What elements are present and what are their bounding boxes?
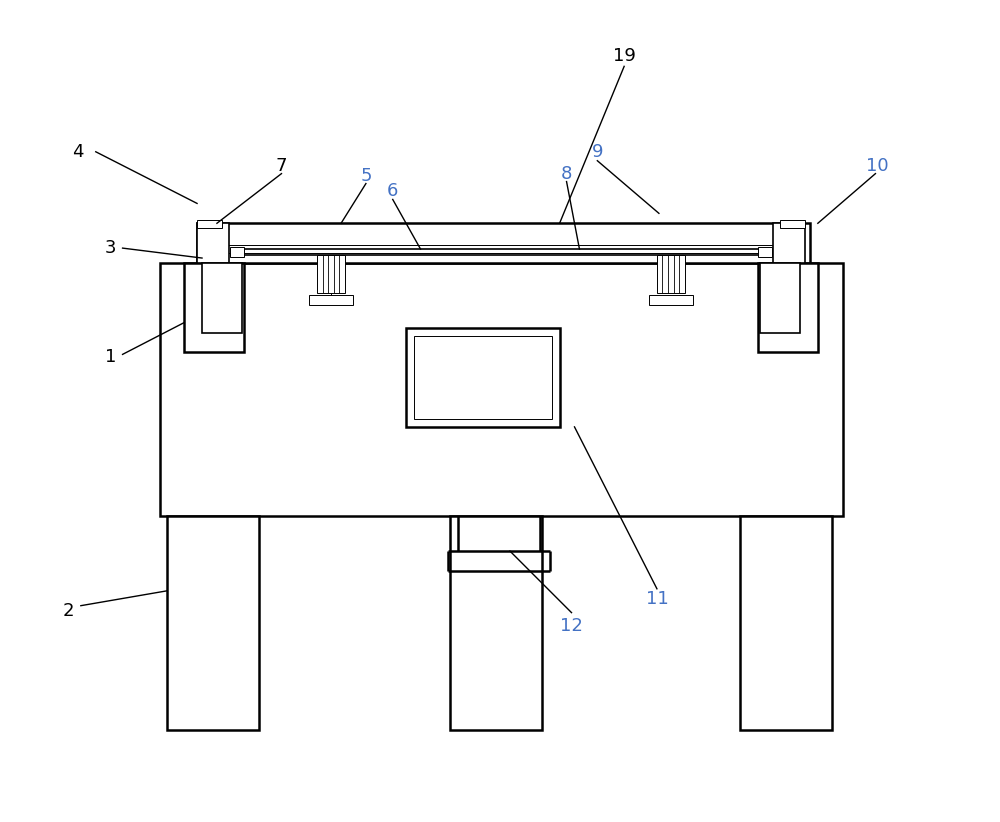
Text: 4: 4 — [72, 143, 84, 161]
Text: 11: 11 — [646, 589, 668, 607]
Text: 10: 10 — [866, 157, 889, 174]
Text: 5: 5 — [360, 167, 372, 185]
Bar — [450, 516, 542, 730]
Text: 2: 2 — [62, 602, 74, 620]
Bar — [773, 224, 805, 263]
Bar — [197, 220, 222, 229]
Bar — [197, 224, 229, 263]
Bar — [317, 255, 345, 293]
Bar — [760, 263, 800, 333]
Bar — [167, 516, 259, 730]
Bar — [230, 247, 244, 257]
Bar — [160, 263, 843, 516]
Bar — [406, 328, 560, 427]
Bar — [780, 220, 805, 229]
Bar — [740, 516, 832, 730]
Text: 8: 8 — [561, 164, 572, 182]
Bar — [202, 263, 242, 333]
Text: 7: 7 — [276, 157, 287, 174]
Bar — [184, 263, 244, 353]
Text: 6: 6 — [387, 182, 398, 201]
Bar — [649, 295, 693, 305]
Bar — [758, 247, 772, 257]
Bar — [309, 295, 353, 305]
Text: 1: 1 — [105, 349, 116, 367]
Bar — [197, 224, 810, 263]
Bar — [758, 263, 818, 353]
Text: 3: 3 — [105, 239, 116, 257]
Bar — [657, 255, 685, 293]
Text: 9: 9 — [592, 143, 603, 161]
Text: 19: 19 — [613, 48, 636, 66]
Text: 12: 12 — [560, 616, 583, 635]
Bar — [414, 335, 552, 419]
